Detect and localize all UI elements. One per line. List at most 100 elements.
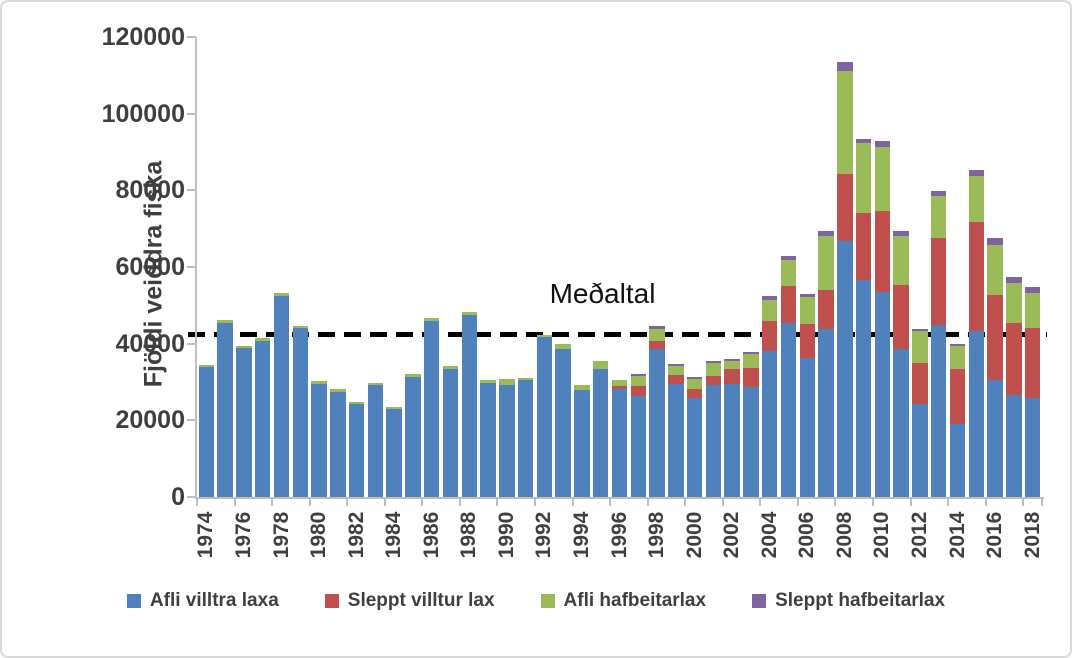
bar-1977	[254, 337, 271, 497]
bar-1983	[367, 382, 384, 497]
segment-sleppt-villtur-lax	[987, 294, 1003, 381]
x-tick-label: 2016	[983, 511, 1007, 559]
y-tick-mark	[187, 419, 196, 422]
bar-1980	[311, 380, 327, 497]
segment-sleppt-hafbeitarlax	[1006, 276, 1022, 284]
segment-afli-villtra-laxa	[236, 347, 252, 497]
x-tick-mark	[909, 499, 912, 506]
y-tick-mark	[187, 496, 196, 498]
segment-afli-hafbeitarlax	[461, 312, 478, 316]
segment-afli-villtra-laxa	[217, 323, 233, 497]
bar-1979	[292, 325, 309, 497]
segment-afli-hafbeitarlax	[1024, 293, 1041, 329]
segment-afli-hafbeitarlax	[292, 325, 309, 329]
x-tick-label: 1996	[607, 511, 631, 559]
segment-sleppt-villtur-lax	[1024, 328, 1041, 398]
bar-2004	[761, 296, 778, 497]
segment-afli-villtra-laxa	[405, 376, 421, 497]
segment-afli-hafbeitarlax	[386, 406, 402, 410]
segment-afli-villtra-laxa	[273, 296, 290, 497]
segment-sleppt-villtur-lax	[649, 340, 665, 350]
bar-2008	[837, 61, 853, 497]
segment-afli-villtra-laxa	[949, 423, 966, 497]
segment-afli-villtra-laxa	[930, 325, 947, 497]
x-tick-mark	[1041, 499, 1043, 506]
segment-afli-hafbeitarlax	[273, 293, 290, 297]
segment-sleppt-villtur-lax	[968, 221, 985, 331]
y-tick-label: 0	[171, 483, 185, 511]
segment-afli-hafbeitarlax	[987, 245, 1003, 295]
x-tick-mark	[496, 499, 499, 506]
x-tick-label: 2004	[757, 511, 781, 559]
bar-2015	[968, 169, 985, 497]
segment-sleppt-villtur-lax	[855, 212, 872, 281]
segment-afli-hafbeitarlax	[743, 354, 759, 368]
segment-sleppt-hafbeitarlax	[724, 359, 740, 362]
bar-2007	[818, 231, 834, 497]
segment-afli-hafbeitarlax	[480, 380, 496, 383]
segment-sleppt-hafbeitarlax	[874, 141, 891, 148]
segment-afli-hafbeitarlax	[367, 382, 384, 386]
bar-2016	[987, 237, 1003, 497]
segment-sleppt-villtur-lax	[912, 362, 928, 405]
segment-afli-hafbeitarlax	[780, 259, 797, 286]
bar-2003	[743, 351, 759, 497]
x-tick-mark	[759, 499, 762, 506]
y-tick-label: 80000	[115, 176, 185, 205]
segment-sleppt-hafbeitarlax	[705, 361, 722, 364]
segment-sleppt-hafbeitarlax	[818, 231, 834, 236]
x-tick-label: 2008	[832, 511, 856, 559]
bar-2001	[705, 361, 722, 497]
bar-2013	[930, 190, 947, 497]
segment-afli-hafbeitarlax	[630, 375, 647, 386]
segment-sleppt-hafbeitarlax	[987, 237, 1003, 246]
segment-afli-hafbeitarlax	[930, 195, 947, 239]
x-tick-mark	[872, 499, 874, 506]
legend-swatch	[324, 594, 339, 608]
segment-afli-villtra-laxa	[686, 397, 703, 497]
segment-afli-villtra-laxa	[367, 385, 384, 497]
segment-sleppt-hafbeitarlax	[743, 351, 759, 354]
segment-sleppt-hafbeitarlax	[912, 328, 928, 331]
segment-afli-villtra-laxa	[254, 340, 271, 497]
x-tick-mark	[421, 499, 424, 506]
segment-afli-villtra-laxa	[649, 349, 665, 497]
legend-swatch	[752, 594, 767, 608]
bar-1985	[405, 373, 421, 497]
bar-1986	[423, 318, 440, 497]
segment-afli-hafbeitarlax	[799, 297, 816, 325]
x-tick-label: 1984	[382, 511, 406, 559]
bar-1988	[461, 312, 478, 497]
segment-afli-hafbeitarlax	[912, 330, 928, 363]
y-axis-line	[195, 37, 197, 499]
bar-1999	[668, 363, 684, 497]
x-tick-label: 1988	[457, 511, 481, 559]
x-tick-label: 1998	[645, 511, 669, 559]
segment-sleppt-hafbeitarlax	[686, 377, 703, 379]
x-tick-label: 1994	[569, 511, 593, 559]
legend-label: Afli villtra laxa	[149, 590, 279, 611]
segment-sleppt-hafbeitarlax	[630, 373, 647, 376]
segment-sleppt-hafbeitarlax	[649, 326, 665, 329]
x-tick-mark	[346, 499, 349, 506]
segment-sleppt-hafbeitarlax	[949, 343, 966, 346]
bar-2014	[949, 343, 966, 497]
segment-sleppt-hafbeitarlax	[761, 296, 778, 301]
segment-afli-hafbeitarlax	[236, 345, 252, 348]
bar-2000	[686, 377, 703, 497]
segment-sleppt-villtur-lax	[724, 369, 740, 384]
segment-sleppt-hafbeitarlax	[968, 169, 985, 177]
segment-sleppt-villtur-lax	[780, 285, 797, 323]
bar-1974	[198, 364, 215, 497]
segment-afli-hafbeitarlax	[611, 380, 628, 387]
y-tick-mark	[187, 36, 196, 38]
segment-sleppt-villtur-lax	[893, 285, 909, 349]
segment-afli-hafbeitarlax	[442, 366, 459, 369]
segment-afli-hafbeitarlax	[837, 70, 853, 174]
segment-afli-villtra-laxa	[743, 386, 759, 497]
segment-afli-hafbeitarlax	[949, 345, 966, 370]
segment-sleppt-villtur-lax	[799, 324, 816, 358]
segment-sleppt-hafbeitarlax	[930, 190, 947, 196]
segment-afli-villtra-laxa	[348, 404, 365, 497]
legend-swatch	[126, 594, 141, 608]
